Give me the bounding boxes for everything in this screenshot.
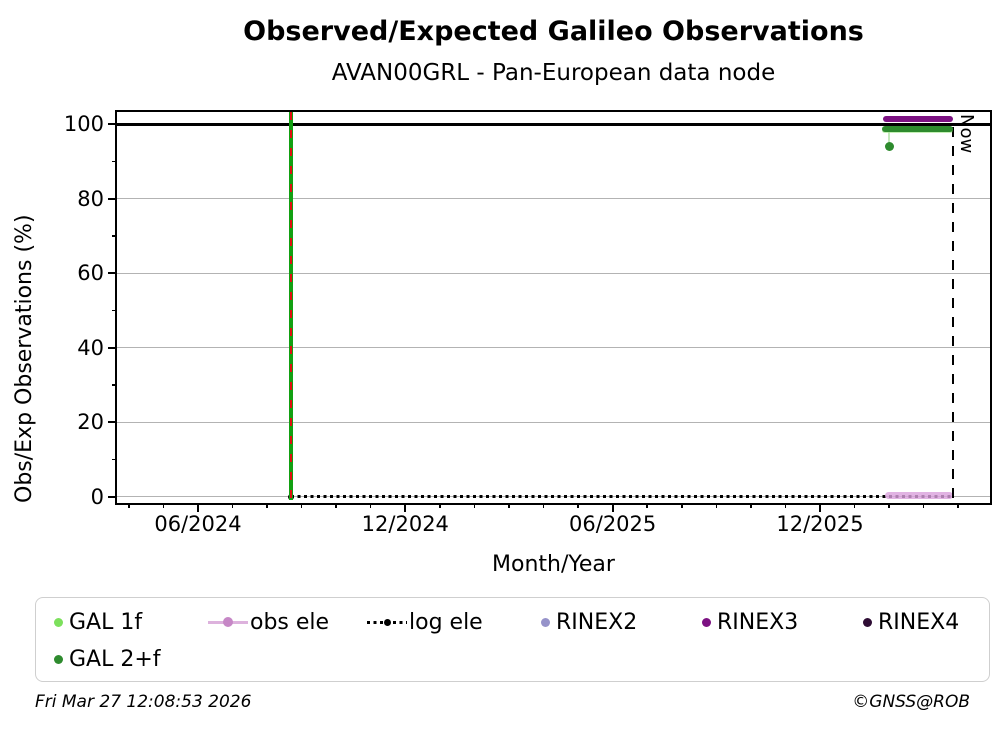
- x-axis-minor-tick: [508, 503, 510, 508]
- x-axis-minor-tick: [750, 503, 752, 508]
- legend-label: obs ele: [250, 609, 330, 635]
- y-axis-tick: [108, 421, 117, 424]
- event-vline-red-dashes: [289, 112, 293, 500]
- x-axis-minor-tick: [439, 503, 441, 508]
- legend-dotted-line-dot-icon: [367, 616, 407, 628]
- y-axis-minor-tick: [112, 235, 117, 237]
- legend: GAL 1f obs ele log ele RINEX2 RINEX3 RINEX4 GA…: [35, 597, 990, 682]
- y-axis-tick: [108, 123, 117, 126]
- x-tick-label: 06/2024: [154, 512, 242, 536]
- chart-title: Observed/Expected Galileo Observations: [243, 16, 864, 47]
- now-annotation-label: Now: [956, 114, 977, 154]
- plot-frame: [115, 110, 992, 505]
- x-axis-minor-tick: [266, 503, 268, 508]
- copyright-credit: ©GNSS@ROB: [852, 692, 970, 712]
- legend-marker-dot: [383, 618, 391, 626]
- series-segment-GAL 2+f: [881, 125, 954, 132]
- y-axis-label: Obs/Exp Observations (%): [12, 214, 37, 503]
- x-axis-minor-tick: [542, 503, 545, 508]
- series-segment-RINEX3: [882, 115, 954, 122]
- y-tick-label: 20: [77, 410, 104, 435]
- legend-label: GAL 1f: [69, 609, 143, 635]
- legend-item-gal-1f[interactable]: GAL 1f: [50, 609, 142, 635]
- y-tick-label: 40: [77, 335, 104, 360]
- legend-dot-icon: [54, 654, 63, 664]
- y-axis-tick: [108, 272, 117, 275]
- legend-line-dot-icon: [208, 616, 248, 628]
- y-axis-minor-tick: [112, 309, 117, 312]
- x-axis-minor-tick: [888, 503, 890, 508]
- legend-item-rinex4[interactable]: RINEX4: [859, 609, 959, 635]
- legend-item-obs-ele[interactable]: obs ele: [208, 609, 329, 635]
- x-axis-label: Month/Year: [492, 552, 615, 577]
- gridline: [117, 272, 990, 274]
- x-tick-label: 12/2025: [776, 512, 864, 536]
- x-axis-minor-tick: [681, 503, 683, 508]
- x-axis-minor-tick: [369, 503, 372, 508]
- x-axis-minor-tick: [784, 503, 787, 508]
- legend-item-rinex3[interactable]: RINEX3: [698, 609, 798, 635]
- chart-subtitle: AVAN00GRL - Pan-European data node: [331, 60, 776, 86]
- x-axis-tick: [196, 503, 199, 512]
- legend-item-rinex2[interactable]: RINEX2: [537, 609, 637, 635]
- x-axis-minor-tick: [162, 503, 165, 508]
- legend-item-log-ele[interactable]: log ele: [367, 609, 483, 635]
- x-tick-label: 12/2024: [361, 512, 449, 536]
- x-axis-minor-tick: [715, 503, 718, 508]
- series-connector-GAL 2+f: [887, 128, 891, 147]
- legend-label: log ele: [409, 609, 483, 635]
- y-axis-tick: [108, 495, 117, 498]
- x-axis-minor-tick: [646, 503, 648, 508]
- x-axis-minor-tick: [957, 503, 959, 508]
- x-axis-minor-tick: [473, 503, 476, 508]
- y-tick-label: 60: [77, 261, 104, 286]
- x-axis-minor-tick: [335, 503, 337, 508]
- y-axis-minor-tick: [112, 458, 117, 461]
- x-axis-tick: [611, 503, 614, 512]
- series-point-GAL 2+f: [884, 142, 894, 152]
- now-dashed-line: [951, 127, 955, 501]
- legend-dot-icon: [54, 617, 63, 627]
- series-segment-log ele: [290, 495, 954, 499]
- x-axis-minor-tick: [577, 503, 579, 508]
- x-tick-label: 06/2025: [569, 512, 657, 536]
- x-axis-minor-tick: [128, 503, 130, 508]
- plot-timestamp: Fri Mar 27 12:08:53 2026: [35, 692, 252, 712]
- y-tick-label: 0: [90, 484, 104, 509]
- y-tick-label: 80: [77, 186, 104, 211]
- series-segment-obs ele: [885, 491, 954, 499]
- x-axis-tick: [818, 503, 821, 512]
- y-axis-minor-tick: [112, 384, 117, 386]
- x-axis-tick: [404, 503, 407, 512]
- hundred-percent-line: [117, 122, 990, 126]
- x-axis-minor-tick: [231, 503, 234, 508]
- legend-label: RINEX3: [717, 609, 799, 635]
- y-tick-label: 100: [63, 112, 104, 137]
- legend-marker-dot: [223, 617, 233, 627]
- y-axis-minor-tick: [112, 160, 117, 163]
- y-axis-tick: [108, 197, 117, 200]
- legend-label: GAL 2+f: [69, 646, 161, 672]
- legend-label: RINEX4: [878, 609, 960, 635]
- x-axis-minor-tick: [922, 503, 925, 508]
- gridline: [117, 421, 990, 423]
- y-axis-tick: [108, 346, 117, 349]
- legend-dot-icon: [702, 617, 711, 627]
- x-axis-minor-tick: [853, 503, 856, 508]
- legend-dot-icon: [541, 617, 550, 627]
- x-axis-minor-tick: [300, 503, 303, 508]
- legend-item-gal-2-f[interactable]: GAL 2+f: [50, 646, 161, 672]
- legend-label: RINEX2: [556, 609, 638, 635]
- gridline: [117, 198, 990, 200]
- legend-dot-icon: [863, 617, 872, 627]
- gridline: [117, 347, 990, 349]
